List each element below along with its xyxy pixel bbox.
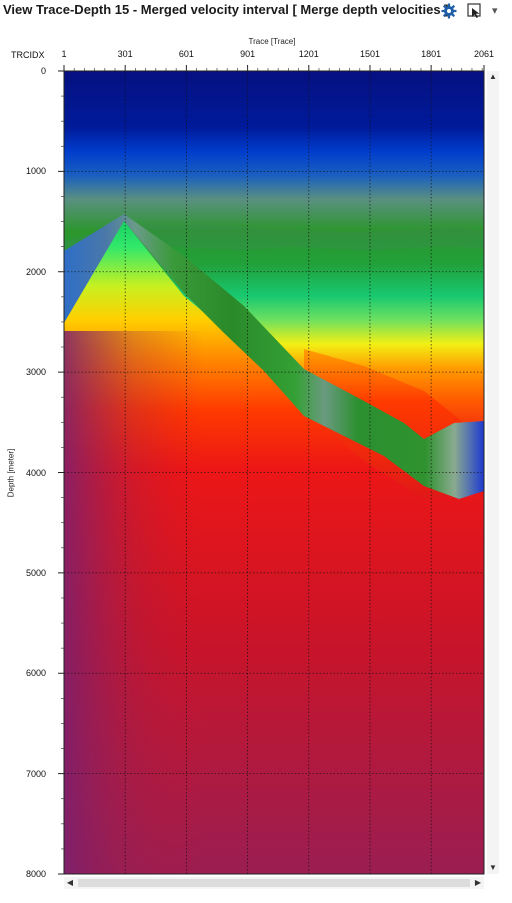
- scroll-right-icon[interactable]: ▶: [474, 878, 482, 887]
- trace-key-label: TRCIDX: [11, 50, 45, 60]
- cursor-select-icon[interactable]: [466, 2, 484, 20]
- x-tick-label: 301: [117, 49, 133, 59]
- velocity-heatmap-svg: [64, 71, 484, 874]
- x-tick-label: 601: [178, 49, 194, 59]
- velocity-heatmap[interactable]: [64, 71, 484, 874]
- y-tick-label: 8000: [25, 869, 46, 879]
- horizontal-scroll-thumb[interactable]: [78, 879, 470, 887]
- y-tick-label: 2000: [25, 266, 46, 277]
- scroll-down-icon[interactable]: ▼: [489, 863, 497, 872]
- x-tick-label: 2061: [473, 49, 495, 59]
- x-tick-label: 1501: [359, 49, 380, 59]
- horizontal-scrollbar[interactable]: ◀ ▶: [64, 877, 484, 889]
- x-tick-label: 1801: [421, 49, 442, 59]
- x-tick-label: 901: [240, 49, 256, 59]
- y-tick-label: 7000: [25, 768, 46, 779]
- y-tick-label: 3000: [25, 367, 46, 378]
- vertical-scrollbar[interactable]: ▲ ▼: [487, 71, 499, 874]
- window-titlebar: View Trace-Depth 15 - Merged velocity in…: [0, 0, 512, 24]
- y-axis-title: Depth [meter]: [6, 448, 16, 498]
- x-tick-label: 1: [61, 49, 67, 59]
- gear-icon[interactable]: [440, 2, 458, 20]
- scroll-left-icon[interactable]: ◀: [66, 878, 74, 887]
- y-tick-label: 6000: [25, 668, 46, 679]
- y-tick-label: 4000: [25, 467, 46, 478]
- y-tick-label: 1000: [25, 166, 46, 177]
- scroll-up-icon[interactable]: ▲: [489, 72, 497, 81]
- window-title: View Trace-Depth 15 - Merged velocity in…: [3, 2, 449, 17]
- y-tick-label: 0: [40, 66, 46, 76]
- x-axis-title: Trace [Trace]: [248, 37, 296, 46]
- x-tick-label: 1201: [298, 49, 319, 59]
- y-tick-label: 5000: [25, 567, 46, 578]
- left-low-velocity-zone: [64, 331, 204, 874]
- double-chevron-right-icon[interactable]: ▾: [492, 5, 498, 17]
